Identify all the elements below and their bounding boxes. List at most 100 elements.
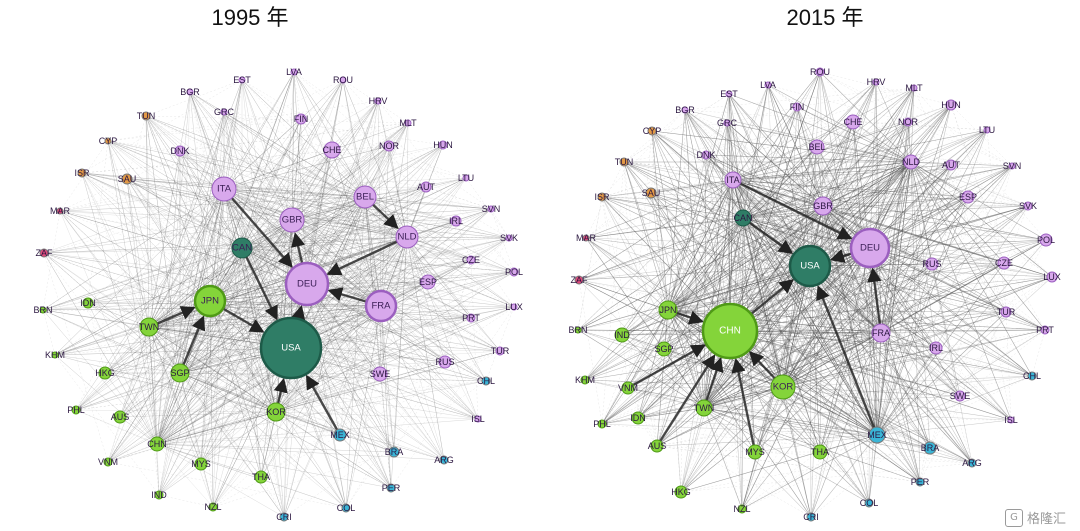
edge <box>275 281 429 413</box>
edge <box>406 236 515 308</box>
edge <box>223 188 277 413</box>
edge <box>782 205 1029 388</box>
node-label: SAU <box>642 188 661 198</box>
edge <box>54 347 292 356</box>
edge <box>209 300 472 319</box>
node-bel: BEL <box>808 139 826 155</box>
edge <box>703 407 870 504</box>
node-label: AUS <box>648 441 667 451</box>
node-circle <box>747 444 763 460</box>
node-prt: PRT <box>462 313 480 323</box>
node-label: ISR <box>594 192 610 202</box>
node-bra: BRA <box>385 446 403 458</box>
edge <box>425 186 492 210</box>
edge <box>577 329 878 436</box>
edge <box>241 144 444 249</box>
node-grc: GRC <box>214 107 235 117</box>
strong-edge <box>750 278 795 315</box>
node-phl: PHL <box>67 405 85 415</box>
edge <box>104 372 341 436</box>
edge <box>741 161 912 510</box>
edge <box>876 434 931 449</box>
edge <box>223 79 344 190</box>
edge <box>663 84 769 350</box>
node-circle <box>574 275 584 285</box>
node-aus: AUS <box>111 410 129 424</box>
node-label: CAN <box>733 213 752 223</box>
edge <box>306 283 347 509</box>
edge <box>364 196 457 222</box>
node-circle <box>104 137 112 145</box>
edge <box>209 259 472 302</box>
edge <box>667 87 915 311</box>
edge <box>339 220 457 436</box>
edge <box>810 161 912 518</box>
node-col: COL <box>337 503 356 513</box>
strong-edge <box>867 267 882 325</box>
strong-edge <box>748 221 794 255</box>
edge <box>819 347 937 453</box>
edge <box>87 247 243 304</box>
edge <box>179 122 409 152</box>
node-label: FRA <box>872 328 890 338</box>
node-circle <box>621 381 635 395</box>
edge <box>209 237 510 302</box>
edge <box>148 326 501 352</box>
edge <box>54 354 158 445</box>
edge <box>87 302 277 413</box>
edge <box>637 386 784 419</box>
edge <box>741 434 878 510</box>
edge <box>209 300 277 413</box>
edge <box>876 375 1033 436</box>
edge <box>291 219 501 352</box>
edge <box>107 196 366 463</box>
node-label: USA <box>800 261 820 272</box>
node-label: PHL <box>67 405 85 415</box>
edge <box>377 100 408 238</box>
edge <box>656 309 669 447</box>
edge <box>380 305 487 382</box>
edge <box>726 122 756 453</box>
edge <box>148 326 214 508</box>
edge <box>732 179 961 397</box>
edge <box>189 91 366 198</box>
edge <box>729 106 798 332</box>
node-tur: TUR <box>491 346 510 356</box>
edge <box>126 115 147 180</box>
node-label: LTU <box>458 173 474 183</box>
strong-edge <box>632 344 706 387</box>
node-circle <box>1008 162 1016 170</box>
edge <box>726 122 824 207</box>
edge <box>816 146 878 436</box>
edge <box>158 247 243 496</box>
edge <box>223 111 444 146</box>
node-idn: IDN <box>630 411 646 425</box>
edge <box>81 172 382 307</box>
edge <box>145 115 292 349</box>
node-che: CHE <box>322 141 342 159</box>
node-circle <box>154 490 164 500</box>
edge <box>54 326 150 356</box>
node-hkg: HKG <box>95 366 115 380</box>
edge <box>42 309 181 374</box>
edge <box>809 265 921 483</box>
edge <box>875 81 969 198</box>
edge <box>935 347 973 464</box>
edge <box>637 417 812 518</box>
edge <box>667 81 877 311</box>
edge <box>742 121 854 219</box>
edge <box>342 79 408 238</box>
node-label: AUT <box>417 182 436 192</box>
node-sau: SAU <box>118 173 136 185</box>
edge <box>667 121 854 311</box>
edge <box>637 417 878 436</box>
node-circle <box>734 209 752 227</box>
edge <box>59 210 293 221</box>
edge <box>425 144 444 188</box>
node-rou: ROU <box>810 67 830 77</box>
node-circle <box>295 113 307 125</box>
edge <box>726 122 784 388</box>
node-bgr: BGR <box>675 105 695 115</box>
edge <box>816 146 931 449</box>
edge <box>578 279 603 425</box>
